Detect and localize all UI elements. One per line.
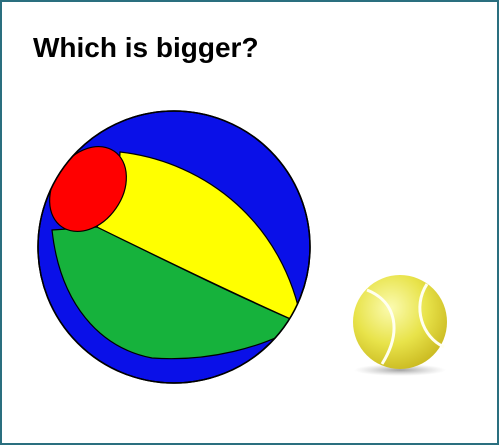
- beach-ball[interactable]: [34, 111, 310, 383]
- tennis-ball[interactable]: [353, 275, 447, 376]
- illustration: [2, 2, 497, 443]
- question-card: Which is bigger?: [0, 0, 499, 445]
